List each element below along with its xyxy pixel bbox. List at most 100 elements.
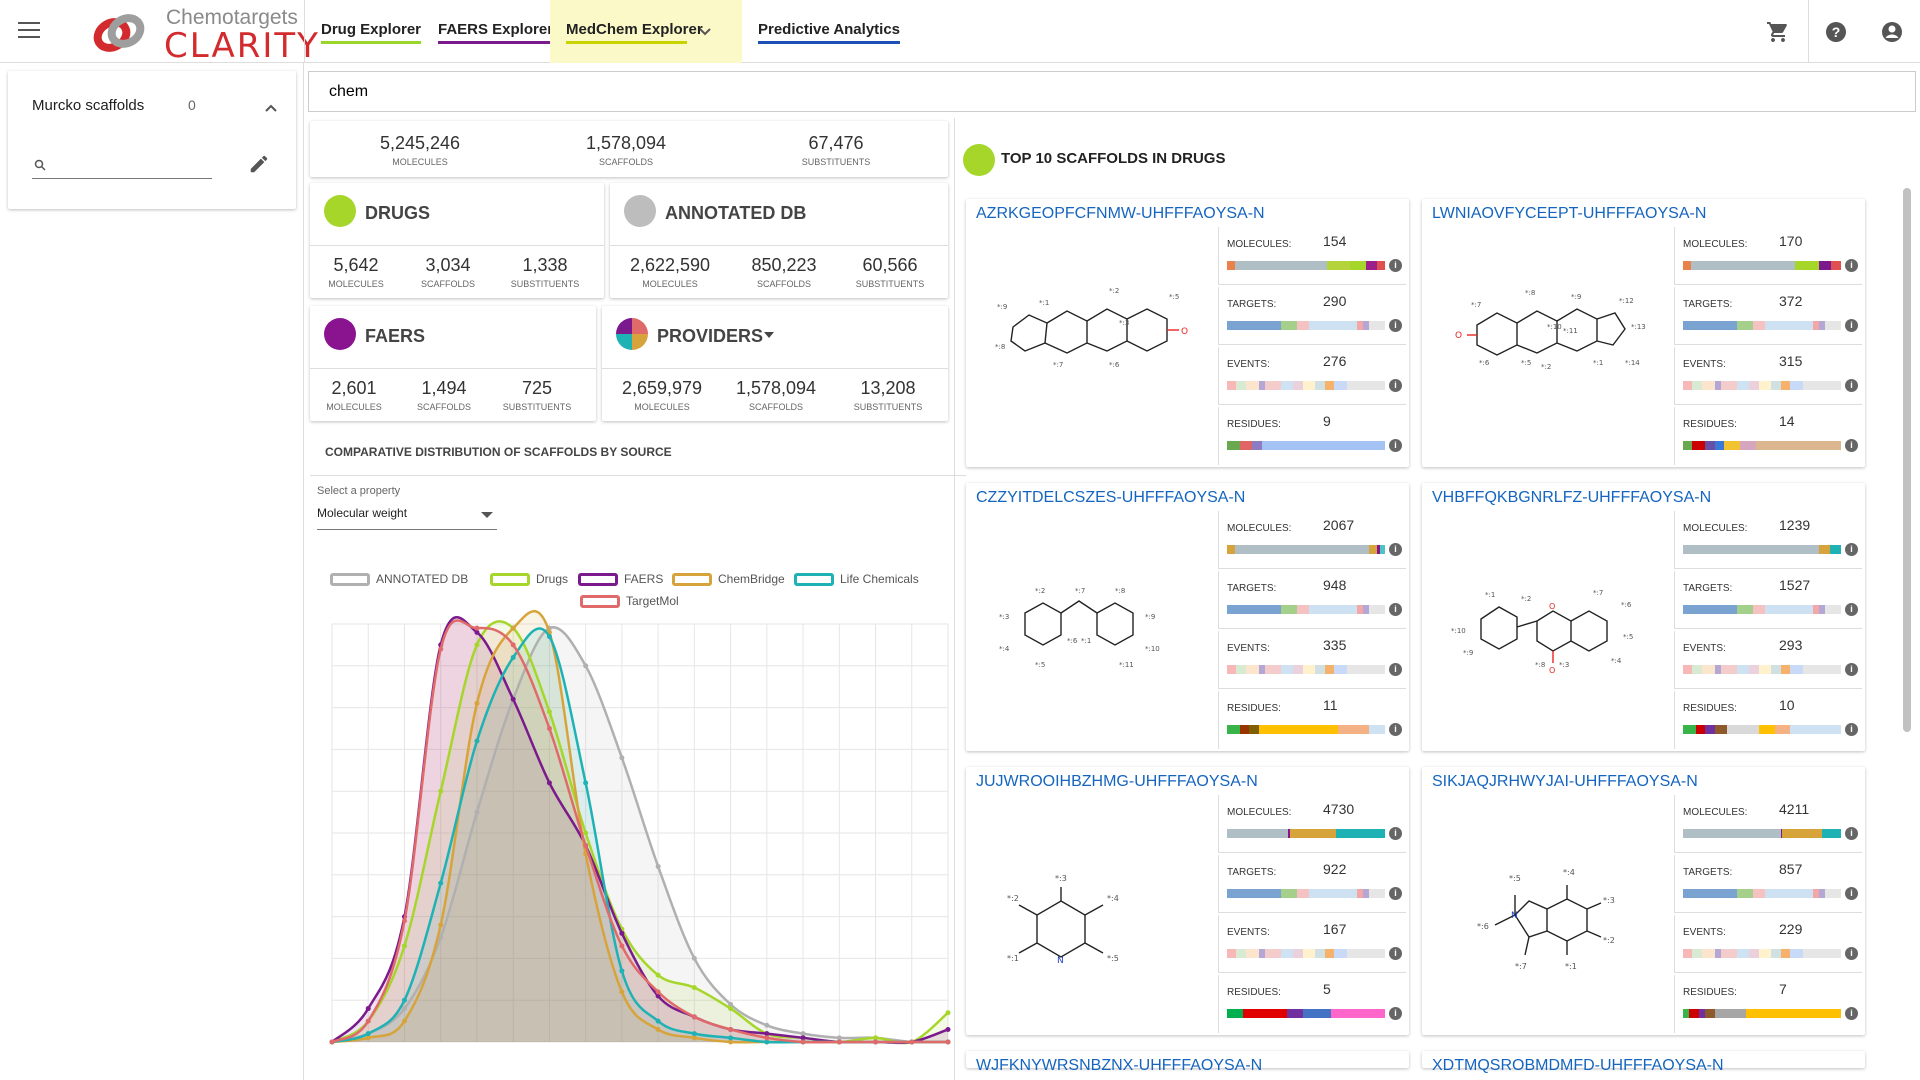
data-point[interactable] bbox=[655, 972, 661, 978]
dropdown-arrow-icon[interactable] bbox=[764, 332, 774, 338]
data-point[interactable] bbox=[691, 1035, 697, 1041]
data-point[interactable] bbox=[510, 654, 516, 660]
scaffold-name[interactable]: VHBFFQKBGNRLFZ-UHFFFAOYSA-N bbox=[1432, 489, 1712, 506]
info-icon[interactable]: i bbox=[1845, 543, 1858, 556]
account-icon[interactable] bbox=[1880, 20, 1904, 44]
data-point[interactable] bbox=[800, 1035, 806, 1041]
metric-bar[interactable] bbox=[1227, 829, 1386, 838]
info-icon[interactable]: i bbox=[1389, 663, 1402, 676]
legend-item[interactable]: FAERS bbox=[578, 572, 663, 586]
scaffold-card[interactable]: SIKJAQJRHWYJAI-UHFFFAOYSA-N N *:5 *:4 *:3 *:2… bbox=[1422, 767, 1865, 1035]
tab-predictive-analytics[interactable]: Predictive Analytics bbox=[758, 0, 901, 63]
data-point[interactable] bbox=[510, 625, 516, 631]
info-icon[interactable]: i bbox=[1389, 723, 1402, 736]
data-point[interactable] bbox=[764, 1031, 770, 1037]
edit-icon[interactable] bbox=[248, 153, 270, 175]
data-point[interactable] bbox=[401, 997, 407, 1003]
data-point[interactable] bbox=[691, 1031, 697, 1037]
metric-bar[interactable] bbox=[1227, 321, 1385, 330]
metric-bar[interactable] bbox=[1683, 261, 1841, 270]
info-icon[interactable]: i bbox=[1845, 887, 1858, 900]
data-point[interactable] bbox=[728, 1001, 734, 1007]
data-point[interactable] bbox=[619, 968, 625, 974]
data-point[interactable] bbox=[583, 843, 589, 849]
data-point[interactable] bbox=[655, 1026, 661, 1032]
metric-bar[interactable] bbox=[1227, 441, 1385, 450]
data-point[interactable] bbox=[438, 880, 444, 886]
info-icon[interactable]: i bbox=[1389, 543, 1402, 556]
data-point[interactable] bbox=[365, 1006, 371, 1012]
scaffold-card[interactable]: JUJWROOIHBZHMG-UHFFFAOYSA-N N *:3 *:4 *:2 *:1… bbox=[966, 767, 1409, 1035]
info-icon[interactable]: i bbox=[1845, 379, 1858, 392]
data-point[interactable] bbox=[329, 1039, 335, 1045]
metric-bar[interactable] bbox=[1227, 725, 1385, 734]
info-icon[interactable]: i bbox=[1845, 663, 1858, 676]
info-icon[interactable]: i bbox=[1389, 439, 1402, 452]
data-point[interactable] bbox=[764, 1039, 770, 1045]
metric-bar[interactable] bbox=[1683, 949, 1842, 958]
data-point[interactable] bbox=[873, 1035, 879, 1041]
info-icon[interactable]: i bbox=[1845, 947, 1858, 960]
data-point[interactable] bbox=[691, 955, 697, 961]
metric-bar[interactable] bbox=[1227, 545, 1386, 554]
data-point[interactable] bbox=[546, 780, 552, 786]
scaffold-card[interactable]: XDTMQSROBMDMFD-UHFFFAOYSA-N bbox=[1422, 1051, 1865, 1074]
metric-bar[interactable] bbox=[1683, 545, 1841, 554]
data-point[interactable] bbox=[728, 1026, 734, 1032]
data-point[interactable] bbox=[583, 780, 589, 786]
data-point[interactable] bbox=[583, 830, 589, 836]
info-icon[interactable]: i bbox=[1845, 319, 1858, 332]
data-point[interactable] bbox=[655, 989, 661, 995]
metric-bar[interactable] bbox=[1683, 1009, 1841, 1018]
data-point[interactable] bbox=[800, 1039, 806, 1045]
scaffold-card[interactable]: AZRKGEOPFCFNMW-UHFFFAOYSA-N O *:9 *:1 *:2 *:5… bbox=[966, 199, 1409, 467]
metric-bar[interactable] bbox=[1227, 605, 1385, 614]
metric-bar[interactable] bbox=[1227, 949, 1386, 958]
info-icon[interactable]: i bbox=[1845, 827, 1858, 840]
data-point[interactable] bbox=[909, 1039, 915, 1045]
metric-bar[interactable] bbox=[1683, 605, 1841, 614]
legend-item[interactable]: ANNOTATED DB bbox=[330, 572, 468, 586]
info-icon[interactable]: i bbox=[1389, 947, 1402, 960]
info-icon[interactable]: i bbox=[1389, 319, 1402, 332]
data-point[interactable] bbox=[474, 625, 480, 631]
info-icon[interactable]: i bbox=[1389, 827, 1402, 840]
data-point[interactable] bbox=[510, 696, 516, 702]
help-icon[interactable]: ? bbox=[1824, 20, 1848, 44]
data-point[interactable] bbox=[583, 663, 589, 669]
metric-bar[interactable] bbox=[1683, 665, 1842, 674]
scaffold-name[interactable]: AZRKGEOPFCFNMW-UHFFFAOYSA-N bbox=[976, 205, 1265, 222]
scaffold-card[interactable]: CZZYITDELCSZES-UHFFFAOYSA-N *:2 *:7 *:8 *:9 *… bbox=[966, 483, 1409, 751]
info-icon[interactable]: i bbox=[1389, 379, 1402, 392]
murcko-search-input[interactable] bbox=[32, 153, 212, 179]
drugs-source-card[interactable]: DRUGS 5,642 MOLECULES 3,034 SCAFFOLDS 1,33… bbox=[310, 183, 604, 298]
legend-item[interactable]: Drugs bbox=[490, 572, 568, 586]
info-icon[interactable]: i bbox=[1845, 723, 1858, 736]
data-point[interactable] bbox=[438, 788, 444, 794]
scaffold-name[interactable]: SIKJAQJRHWYJAI-UHFFFAOYSA-N bbox=[1432, 773, 1698, 790]
data-point[interactable] bbox=[619, 755, 625, 761]
scaffold-card[interactable]: VHBFFQKBGNRLFZ-UHFFFAOYSA-N O O *:1 *:2 *:7 *:… bbox=[1422, 483, 1865, 751]
data-point[interactable] bbox=[474, 700, 480, 706]
data-point[interactable] bbox=[655, 863, 661, 869]
data-point[interactable] bbox=[401, 1006, 407, 1012]
info-icon[interactable]: i bbox=[1389, 1007, 1402, 1020]
data-point[interactable] bbox=[474, 738, 480, 744]
scrollbar[interactable] bbox=[1903, 188, 1911, 732]
data-point[interactable] bbox=[945, 1026, 951, 1032]
tab-faers-explorer[interactable]: FAERS Explorer bbox=[438, 0, 554, 63]
metric-bar[interactable] bbox=[1683, 441, 1841, 450]
metric-bar[interactable] bbox=[1683, 321, 1841, 330]
metric-bar[interactable] bbox=[1227, 381, 1386, 390]
metric-bar[interactable] bbox=[1227, 1009, 1385, 1018]
data-point[interactable] bbox=[365, 1031, 371, 1037]
data-point[interactable] bbox=[945, 1010, 951, 1016]
property-select[interactable]: Molecular weight bbox=[317, 506, 497, 530]
legend-item[interactable]: Life Chemicals bbox=[794, 572, 919, 586]
data-point[interactable] bbox=[474, 629, 480, 635]
data-point[interactable] bbox=[438, 646, 444, 652]
scaffold-name[interactable]: WJFKNYWRSNBZNX-UHFFFAOYSA-N bbox=[976, 1057, 1263, 1074]
info-icon[interactable]: i bbox=[1845, 603, 1858, 616]
tab-drug-explorer[interactable]: Drug Explorer bbox=[321, 0, 422, 63]
data-point[interactable] bbox=[728, 1039, 734, 1045]
